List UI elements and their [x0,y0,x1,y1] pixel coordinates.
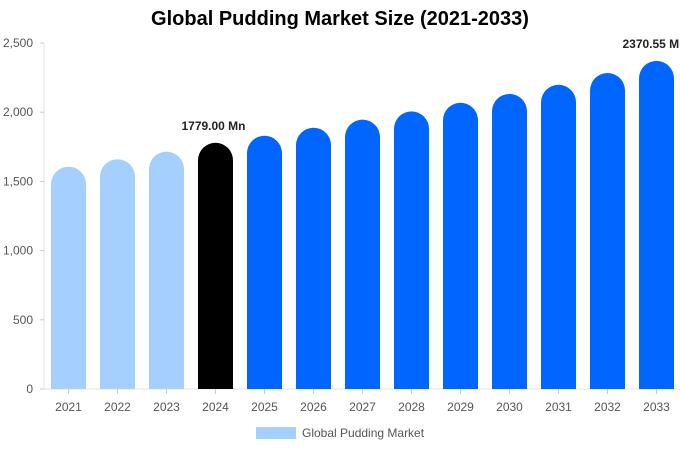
x-tick-label: 2024 [202,400,229,414]
x-tick-label: 2026 [300,400,327,414]
y-tick-label: 1,500 [3,174,33,188]
y-tick-label: 2,000 [3,105,33,119]
x-tick-label: 2022 [104,400,131,414]
x-tick-label: 2023 [153,400,180,414]
bar-2033 [639,60,674,389]
x-tick-label: 2028 [398,400,425,414]
bar-2028 [394,111,429,389]
y-tick-label: 1,000 [3,244,33,258]
y-tick-label: 2,500 [3,36,33,50]
x-tick-label: 2029 [447,400,474,414]
data-label-2033: 2370.55 Mn [622,37,680,51]
x-tick-label: 2032 [594,400,621,414]
bar-2025 [247,135,282,389]
bar-2022 [100,159,135,389]
bar-2023 [149,151,184,389]
x-tick-label: 2025 [251,400,278,414]
bar-2026 [296,127,331,389]
bar-2030 [492,93,527,389]
bar-2021 [51,166,86,389]
bar-2024 [198,142,233,389]
x-tick-label: 2031 [545,400,572,414]
data-label-2024: 1779.00 Mn [181,119,245,133]
x-tick-label: 2021 [55,400,82,414]
bar-2032 [590,73,625,389]
bar-2027 [345,119,380,390]
bar-2029 [443,102,478,389]
legend-swatch [256,427,296,439]
y-tick-label: 500 [13,313,33,327]
y-tick-label: 0 [26,382,33,396]
bar-2031 [541,84,576,389]
x-tick-label: 2030 [496,400,523,414]
legend-label: Global Pudding Market [302,426,425,440]
x-tick-label: 2027 [349,400,376,414]
chart-title: Global Pudding Market Size (2021-2033) [151,8,529,30]
x-tick-label: 2033 [643,400,670,414]
